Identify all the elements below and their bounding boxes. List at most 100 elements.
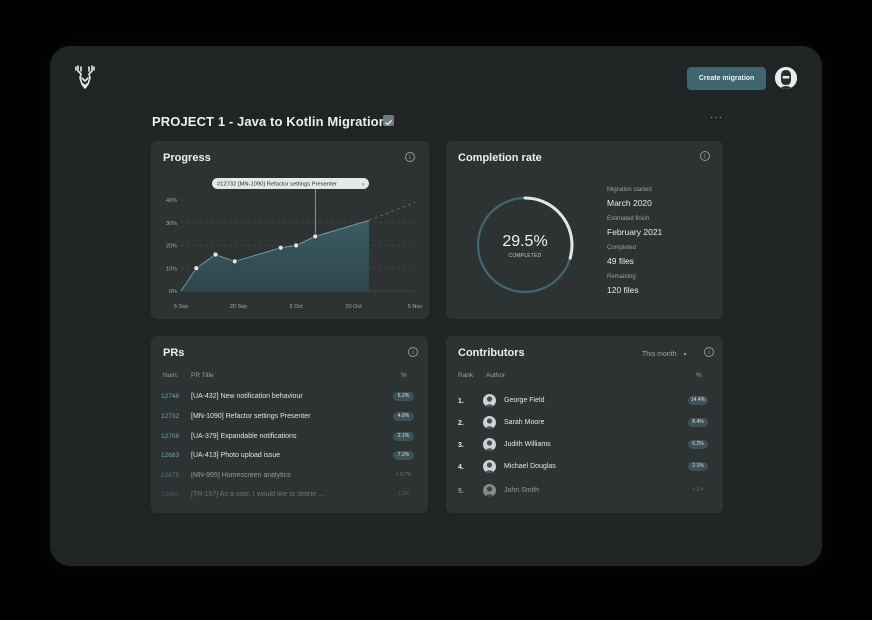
prs-card: PRs i Num. PR Title % 12748 [UA-432] New… [151, 336, 428, 513]
completion-ring [476, 196, 574, 294]
stat-value: 49 files [607, 256, 634, 266]
table-row[interactable]: 12732 [MN-1090] Refactor settings Presen… [151, 411, 428, 427]
ring-progress [476, 196, 574, 294]
data-point [231, 258, 238, 265]
pr-title[interactable]: [UA-413] Photo upload issue [191, 452, 281, 459]
data-point [193, 265, 200, 272]
column-header-author: Author [486, 372, 506, 379]
list-item[interactable]: 3. Judith Williams 6.2% [446, 438, 723, 456]
info-icon[interactable]: i [405, 152, 415, 162]
pct-badge: 6.2% [688, 440, 708, 449]
author-name[interactable]: George Field [504, 397, 545, 404]
y-tick-label: 0% [169, 289, 177, 295]
stat-value: March 2020 [607, 198, 652, 208]
y-tick-label: 40% [166, 198, 177, 204]
pr-number[interactable]: 12748 [161, 393, 180, 400]
list-item[interactable]: 4. Michael Douglas 2.1% [446, 460, 723, 478]
period-filter-dropdown[interactable]: This month ▼ [642, 351, 688, 358]
author-name[interactable]: Sarah Moore [504, 419, 545, 426]
author-name[interactable]: Judith Williams [504, 441, 551, 448]
x-tick-label: 20 Oct [346, 304, 363, 310]
data-point [212, 251, 219, 258]
rank: 3. [458, 442, 464, 449]
completion-card: Completion rate i 29.5% COMPLETED Migrat… [446, 141, 723, 319]
pagination[interactable]: < 1 > [692, 487, 704, 493]
stat-label: Remaining [607, 274, 636, 280]
pr-title[interactable]: [MN-1090] Refactor settings Presenter [191, 413, 311, 420]
progress-title: Progress [163, 152, 211, 164]
info-icon[interactable]: i [408, 347, 418, 357]
pct-badge: 2.1% [688, 462, 708, 471]
table-row[interactable]: 12661 [TR-157] As a user, I would like t… [151, 489, 428, 505]
progress-card: Progress i 40% 30% 20% 10% 0% 5 Sep 20 Sep 5 Oc… [151, 141, 429, 319]
prs-title: PRs [163, 347, 185, 359]
x-tick-label: 5 Oct [290, 304, 304, 310]
author-name[interactable]: Michael Douglas [504, 463, 556, 470]
pr-number[interactable]: 12661 [161, 491, 180, 498]
completion-percent: 29.5% [502, 233, 548, 250]
x-tick-label: 20 Sep [230, 304, 247, 310]
info-icon[interactable]: i [700, 151, 710, 161]
completion-label: COMPLETED [508, 253, 542, 259]
avatar [483, 416, 496, 429]
trend-line [368, 201, 416, 221]
stat-value: February 2021 [607, 227, 663, 237]
y-tick-label: 20% [166, 244, 177, 250]
column-header-rank: Rank [458, 372, 474, 379]
column-header-pct: % [401, 372, 407, 379]
avatar [483, 460, 496, 473]
pct-value: < 0.7% [395, 472, 412, 478]
x-tick-label: 5 Nov [408, 304, 423, 310]
app-window: Create migration PROJECT 1 - Java to Kot… [50, 46, 822, 566]
rank: 1. [458, 398, 464, 405]
progress-area [181, 220, 369, 291]
pct-badge: 14.4% [688, 396, 708, 405]
pr-number[interactable]: 12732 [161, 413, 180, 420]
pct-badge: 8.4% [688, 418, 708, 427]
pr-number[interactable]: 12683 [161, 452, 180, 459]
stat-label: Estimated finish [607, 216, 650, 222]
table-row[interactable]: 12748 [UA-432] New notification behaviou… [151, 391, 428, 407]
avatar [483, 438, 496, 451]
progress-chart: 40% 30% 20% 10% 0% 5 Sep 20 Sep 5 Oct 20 Oct 5 No… [166, 178, 423, 310]
pct-badge: 7.2% [393, 451, 414, 460]
user-avatar[interactable] [775, 67, 797, 89]
rank: 2. [458, 420, 464, 427]
chevron-right-icon: › [362, 182, 364, 188]
pr-title[interactable]: [UA-379] Expandable notifications [191, 433, 297, 440]
completion-title: Completion rate [458, 152, 542, 164]
pct-badge: 6.2% [393, 392, 414, 401]
page-title: PROJECT 1 - Java to Kotlin Migration [152, 114, 387, 129]
data-point [312, 233, 319, 240]
list-item[interactable]: 2. Sarah Moore 8.4% [446, 416, 723, 434]
stat-value: 120 files [607, 285, 639, 295]
x-tick-label: 5 Sep [174, 304, 188, 310]
pr-number[interactable]: 12708 [161, 433, 180, 440]
list-item[interactable]: 1. George Field 14.4% [446, 394, 723, 412]
more-icon[interactable]: ··· [710, 112, 723, 123]
create-migration-button[interactable]: Create migration [687, 67, 766, 90]
info-icon[interactable]: i [704, 347, 714, 357]
pr-title[interactable]: [MN-995] Homescreen analytics [191, 472, 291, 479]
deer-logo-icon[interactable] [73, 65, 97, 91]
list-item[interactable]: 5. John Smith < 1 > [446, 484, 723, 502]
pct-badge: 2.1% [393, 432, 414, 441]
pct-value: 1.2% [397, 491, 410, 497]
rank: 5. [458, 488, 464, 495]
pr-title[interactable]: [UA-432] New notification behaviour [191, 393, 303, 400]
contributors-title: Contributors [458, 347, 525, 359]
column-header-title: PR Title [191, 372, 214, 379]
y-tick-label: 30% [166, 221, 177, 227]
stat-label: Completed [607, 245, 637, 251]
author-name[interactable]: John Smith [504, 487, 540, 494]
table-row[interactable]: 12708 [UA-379] Expandable notifications … [151, 431, 428, 447]
checkbox-icon[interactable] [383, 115, 394, 126]
stat-label: Migration started [607, 187, 652, 193]
pr-number[interactable]: 12679 [161, 472, 180, 479]
tooltip-box [212, 178, 369, 189]
table-row[interactable]: 12679 [MN-995] Homescreen analytics < 0.… [151, 470, 428, 486]
chevron-down-icon: ▼ [682, 352, 688, 358]
table-row[interactable]: 12683 [UA-413] Photo upload issue 7.2% [151, 450, 428, 466]
pr-title[interactable]: [TR-157] As a user, I would like to dele… [191, 491, 325, 498]
column-header-pct: % [696, 372, 702, 379]
